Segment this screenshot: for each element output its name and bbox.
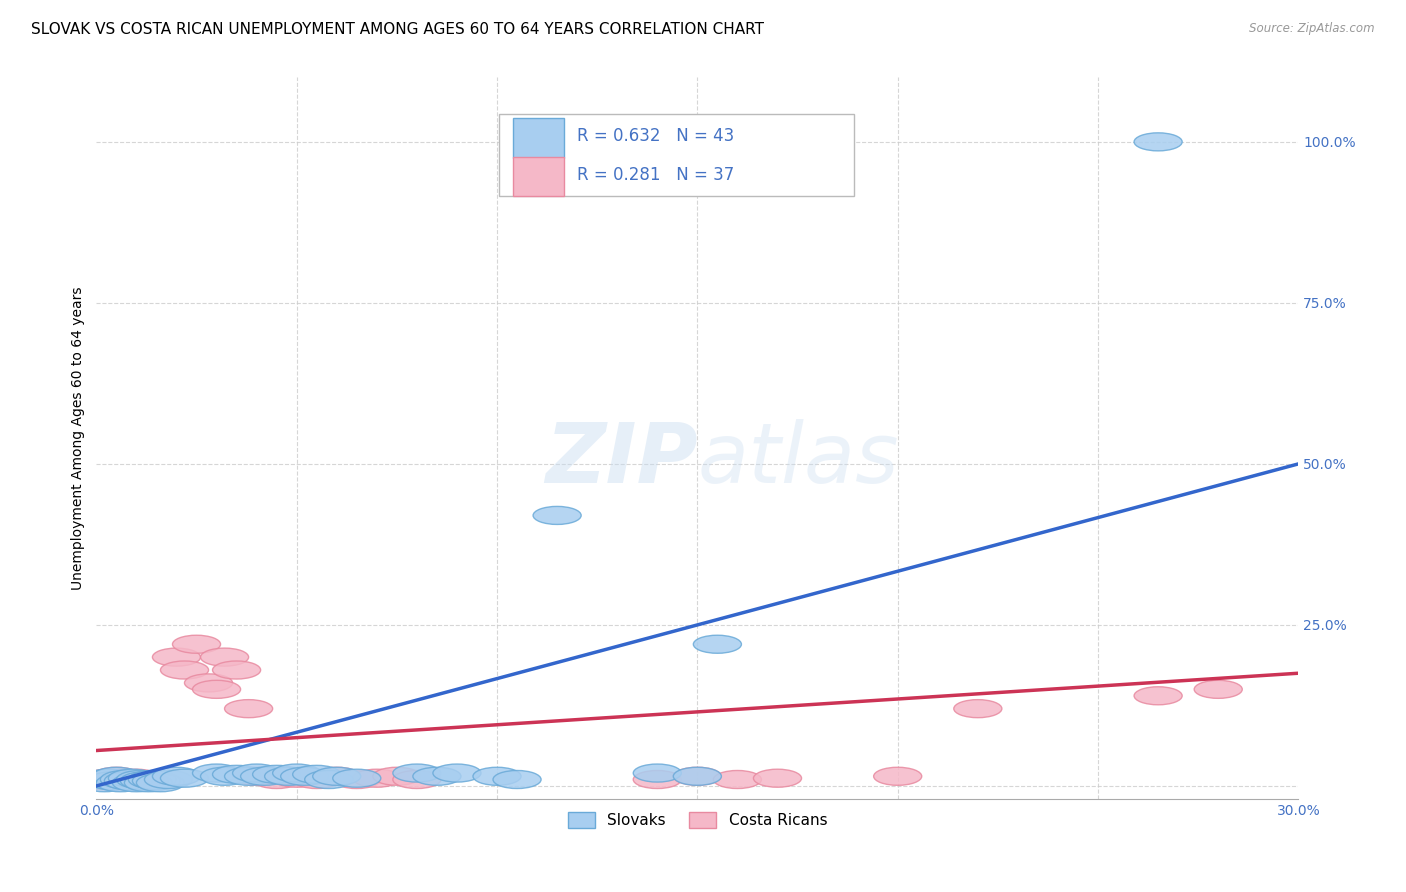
Ellipse shape: [212, 765, 260, 783]
Ellipse shape: [97, 773, 145, 792]
Ellipse shape: [76, 771, 124, 789]
Ellipse shape: [84, 769, 132, 788]
Ellipse shape: [193, 764, 240, 782]
Ellipse shape: [273, 769, 321, 788]
Ellipse shape: [97, 772, 145, 789]
Y-axis label: Unemployment Among Ages 60 to 64 years: Unemployment Among Ages 60 to 64 years: [72, 286, 86, 590]
Ellipse shape: [264, 767, 312, 785]
Ellipse shape: [89, 771, 136, 789]
Ellipse shape: [281, 767, 329, 785]
Ellipse shape: [100, 769, 149, 788]
Ellipse shape: [121, 772, 169, 789]
Ellipse shape: [128, 771, 177, 789]
Ellipse shape: [104, 771, 152, 789]
Ellipse shape: [225, 699, 273, 718]
Ellipse shape: [152, 648, 201, 666]
Ellipse shape: [312, 767, 361, 785]
Ellipse shape: [333, 771, 381, 789]
Ellipse shape: [754, 769, 801, 788]
FancyBboxPatch shape: [513, 119, 564, 158]
Ellipse shape: [160, 661, 208, 679]
Ellipse shape: [1194, 681, 1243, 698]
Ellipse shape: [413, 767, 461, 785]
Ellipse shape: [108, 772, 156, 789]
Ellipse shape: [100, 771, 149, 789]
Ellipse shape: [84, 769, 132, 788]
Text: R = 0.281   N = 37: R = 0.281 N = 37: [576, 166, 734, 184]
Ellipse shape: [292, 765, 340, 783]
Ellipse shape: [112, 769, 160, 788]
Ellipse shape: [76, 771, 124, 789]
Ellipse shape: [136, 773, 184, 792]
Ellipse shape: [292, 771, 340, 789]
Ellipse shape: [240, 767, 288, 785]
Ellipse shape: [173, 635, 221, 653]
Text: Source: ZipAtlas.com: Source: ZipAtlas.com: [1250, 22, 1375, 36]
Ellipse shape: [253, 765, 301, 783]
Ellipse shape: [494, 771, 541, 789]
FancyBboxPatch shape: [499, 113, 853, 196]
FancyBboxPatch shape: [513, 157, 564, 196]
Ellipse shape: [117, 771, 165, 789]
Ellipse shape: [124, 773, 173, 792]
Ellipse shape: [633, 764, 682, 782]
Ellipse shape: [472, 767, 522, 785]
Ellipse shape: [633, 771, 682, 789]
Legend: Slovaks, Costa Ricans: Slovaks, Costa Ricans: [561, 806, 834, 835]
Ellipse shape: [184, 673, 232, 692]
Ellipse shape: [392, 771, 441, 789]
Ellipse shape: [373, 767, 420, 785]
Ellipse shape: [392, 764, 441, 782]
Ellipse shape: [112, 773, 160, 792]
Ellipse shape: [145, 771, 193, 789]
Ellipse shape: [713, 771, 762, 789]
Ellipse shape: [673, 767, 721, 785]
Ellipse shape: [152, 767, 201, 785]
Ellipse shape: [353, 769, 401, 788]
Ellipse shape: [673, 767, 721, 785]
Ellipse shape: [108, 769, 156, 788]
Ellipse shape: [104, 772, 152, 789]
Ellipse shape: [212, 661, 260, 679]
Ellipse shape: [232, 764, 281, 782]
Ellipse shape: [232, 767, 281, 785]
Ellipse shape: [873, 767, 922, 785]
Ellipse shape: [201, 648, 249, 666]
Ellipse shape: [201, 767, 249, 785]
Ellipse shape: [121, 772, 169, 789]
Ellipse shape: [89, 772, 136, 789]
Ellipse shape: [93, 767, 141, 785]
Ellipse shape: [953, 699, 1002, 718]
Ellipse shape: [193, 681, 240, 698]
Text: ZIP: ZIP: [544, 419, 697, 500]
Ellipse shape: [225, 767, 273, 785]
Ellipse shape: [533, 507, 581, 524]
Ellipse shape: [1135, 133, 1182, 151]
Ellipse shape: [693, 635, 741, 653]
Ellipse shape: [312, 767, 361, 785]
Ellipse shape: [93, 767, 141, 785]
Ellipse shape: [160, 769, 208, 788]
Ellipse shape: [305, 771, 353, 789]
Ellipse shape: [1135, 687, 1182, 705]
Text: atlas: atlas: [697, 419, 898, 500]
Ellipse shape: [253, 771, 301, 789]
Ellipse shape: [80, 773, 128, 792]
Ellipse shape: [433, 764, 481, 782]
Ellipse shape: [117, 771, 165, 789]
Ellipse shape: [80, 772, 128, 789]
Ellipse shape: [132, 772, 180, 789]
Ellipse shape: [333, 769, 381, 788]
Ellipse shape: [273, 764, 321, 782]
Text: SLOVAK VS COSTA RICAN UNEMPLOYMENT AMONG AGES 60 TO 64 YEARS CORRELATION CHART: SLOVAK VS COSTA RICAN UNEMPLOYMENT AMONG…: [31, 22, 763, 37]
Text: R = 0.632   N = 43: R = 0.632 N = 43: [576, 128, 734, 145]
